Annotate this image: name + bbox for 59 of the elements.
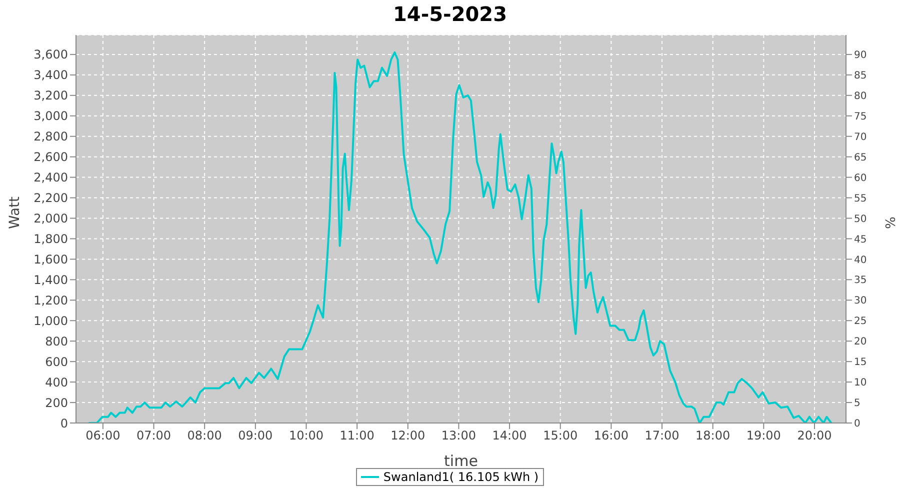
y2-tick-label: 10 — [854, 378, 867, 389]
x-tick-label: 14:00 — [492, 428, 527, 443]
legend-label: Swanland1( 16.105 kWh ) — [383, 470, 539, 484]
x-tick-label: 09:00 — [238, 428, 273, 443]
y2-tick-label: 35 — [854, 275, 867, 286]
line-series — [88, 51, 832, 423]
y-tick-label: 0 — [60, 416, 68, 430]
y-tick-label: 400 — [45, 375, 68, 390]
x-tick-label: 10:00 — [288, 428, 324, 443]
x-tick-label: 12:00 — [390, 428, 426, 443]
y2-tick-label: 0 — [854, 418, 860, 430]
y-tick-label: 3,200 — [34, 88, 68, 103]
y-tick-label: 200 — [45, 396, 68, 410]
y2-tick-label: 75 — [854, 111, 867, 122]
x-tick-label: 17:00 — [644, 428, 680, 443]
y2-axis-title: % — [881, 216, 896, 229]
y-tick-label: 800 — [45, 334, 68, 348]
y2-tick-label: 60 — [854, 172, 867, 184]
x-tick-label: 16:00 — [594, 428, 628, 443]
y2-tick-label: 25 — [854, 316, 867, 328]
y-tick-label: 1,400 — [34, 272, 68, 287]
x-tick-label: 06:00 — [86, 428, 120, 443]
y-tick-label: 3,400 — [34, 68, 68, 82]
x-tick-label: 18:00 — [696, 428, 730, 443]
y2-tick-label: 45 — [854, 234, 867, 246]
x-tick-label: 20:00 — [797, 428, 832, 443]
y-tick-label: 1,600 — [34, 252, 68, 266]
x-tick-label: 07:00 — [136, 428, 172, 443]
y2-tick-label: 40 — [854, 254, 867, 266]
y2-tick-label: 80 — [854, 90, 867, 102]
y-tick-label: 3,000 — [34, 109, 68, 124]
y2-tick-label: 20 — [854, 336, 867, 348]
y-tick-label: 2,400 — [34, 170, 68, 185]
y-tick-label: 2,800 — [34, 130, 68, 144]
y-tick-label: 2,600 — [34, 150, 68, 164]
y2-tick-label: 50 — [854, 214, 867, 225]
y-axis-title: Watt — [6, 196, 23, 229]
y-tick-label: 1,200 — [34, 293, 68, 308]
x-tick-label: 19:00 — [746, 428, 781, 443]
x-tick-label: 13:00 — [441, 428, 476, 443]
y2-tick-label: 55 — [854, 193, 867, 204]
chart-title: 14-5-2023 — [392, 2, 508, 26]
y2-tick-label: 85 — [854, 70, 867, 82]
y2-tick-label: 30 — [854, 296, 867, 307]
y-tick-label: 2,000 — [34, 212, 68, 226]
y-tick-label: 1,800 — [34, 232, 68, 246]
y-tick-label: 3,600 — [34, 48, 68, 62]
y2-tick-label: 90 — [854, 50, 867, 61]
y2-tick-label: 70 — [854, 132, 867, 143]
y-tick-label: 600 — [45, 354, 68, 369]
y-tick-label: 1,000 — [34, 314, 68, 328]
y2-tick-label: 15 — [854, 357, 867, 368]
x-tick-label: 08:00 — [187, 428, 222, 443]
y2-tick-label: 65 — [854, 152, 867, 164]
x-tick-label: 11:00 — [340, 428, 374, 443]
y-tick-label: 2,200 — [34, 191, 68, 206]
x-axis-title: time — [444, 452, 478, 470]
x-tick-label: 15:00 — [543, 428, 578, 443]
y2-tick-label: 5 — [854, 398, 860, 410]
